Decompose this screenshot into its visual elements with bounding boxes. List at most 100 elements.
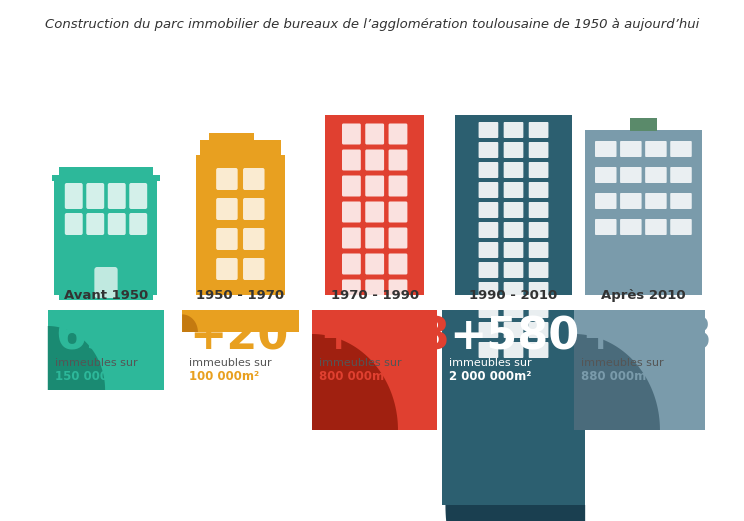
Text: immeubles sur: immeubles sur [449, 358, 532, 368]
FancyBboxPatch shape [108, 213, 126, 235]
FancyBboxPatch shape [645, 141, 667, 157]
FancyBboxPatch shape [129, 183, 147, 209]
FancyBboxPatch shape [243, 228, 265, 250]
FancyBboxPatch shape [478, 302, 498, 318]
Bar [182, 310, 298, 332]
FancyBboxPatch shape [504, 242, 523, 258]
FancyBboxPatch shape [645, 193, 667, 209]
FancyBboxPatch shape [504, 162, 523, 178]
FancyBboxPatch shape [595, 141, 617, 157]
FancyBboxPatch shape [365, 123, 384, 144]
FancyBboxPatch shape [65, 183, 83, 209]
Bar [455, 115, 571, 295]
FancyBboxPatch shape [388, 228, 408, 249]
Bar [442, 310, 586, 505]
FancyBboxPatch shape [243, 258, 265, 280]
FancyBboxPatch shape [529, 122, 548, 138]
FancyBboxPatch shape [504, 342, 523, 358]
Text: Avant 1950: Avant 1950 [64, 289, 148, 302]
Bar [312, 310, 437, 430]
FancyBboxPatch shape [504, 322, 523, 338]
FancyBboxPatch shape [243, 198, 265, 220]
FancyBboxPatch shape [365, 279, 384, 301]
FancyBboxPatch shape [365, 202, 384, 222]
FancyBboxPatch shape [670, 193, 692, 209]
FancyBboxPatch shape [529, 162, 548, 178]
FancyBboxPatch shape [478, 262, 498, 278]
FancyBboxPatch shape [595, 219, 617, 235]
FancyBboxPatch shape [217, 258, 237, 280]
FancyBboxPatch shape [478, 142, 498, 158]
FancyBboxPatch shape [478, 242, 498, 258]
FancyBboxPatch shape [620, 193, 641, 209]
Polygon shape [312, 334, 398, 430]
Polygon shape [574, 334, 660, 430]
Bar [54, 175, 158, 295]
Bar [630, 118, 657, 131]
FancyBboxPatch shape [478, 322, 498, 338]
Text: 880 000m²: 880 000m² [581, 370, 652, 383]
FancyBboxPatch shape [217, 228, 237, 250]
FancyBboxPatch shape [65, 213, 83, 235]
FancyBboxPatch shape [217, 168, 237, 190]
FancyBboxPatch shape [478, 282, 498, 298]
FancyBboxPatch shape [388, 123, 408, 144]
Bar [52, 175, 160, 181]
FancyBboxPatch shape [670, 219, 692, 235]
FancyBboxPatch shape [504, 142, 523, 158]
Text: 800 000m²: 800 000m² [319, 370, 389, 383]
FancyBboxPatch shape [504, 122, 523, 138]
Bar [196, 155, 285, 295]
Text: +218: +218 [319, 315, 449, 358]
FancyBboxPatch shape [86, 213, 104, 235]
FancyBboxPatch shape [388, 176, 408, 196]
Bar [59, 167, 153, 177]
Text: immeubles sur: immeubles sur [581, 358, 664, 368]
FancyBboxPatch shape [342, 202, 361, 222]
FancyBboxPatch shape [478, 342, 498, 358]
Wedge shape [455, 115, 571, 180]
FancyBboxPatch shape [388, 150, 408, 170]
Bar [460, 275, 567, 295]
FancyBboxPatch shape [108, 183, 126, 209]
Text: Construction du parc immobilier de bureaux de l’agglomération toulousaine de 195: Construction du parc immobilier de burea… [45, 18, 699, 31]
FancyBboxPatch shape [342, 228, 361, 249]
FancyBboxPatch shape [342, 123, 361, 144]
FancyBboxPatch shape [529, 222, 548, 238]
FancyBboxPatch shape [365, 150, 384, 170]
FancyBboxPatch shape [504, 222, 523, 238]
Bar [200, 140, 280, 156]
FancyBboxPatch shape [478, 222, 498, 238]
Bar [586, 130, 702, 295]
FancyBboxPatch shape [86, 183, 104, 209]
Text: immeubles sur: immeubles sur [189, 358, 272, 368]
FancyBboxPatch shape [342, 150, 361, 170]
FancyBboxPatch shape [365, 254, 384, 275]
FancyBboxPatch shape [478, 162, 498, 178]
Polygon shape [182, 314, 198, 332]
FancyBboxPatch shape [365, 176, 384, 196]
FancyBboxPatch shape [478, 182, 498, 198]
Bar [209, 133, 254, 141]
Text: 150 000m²: 150 000m² [55, 370, 125, 383]
FancyBboxPatch shape [529, 262, 548, 278]
Text: Après 2010: Après 2010 [601, 289, 686, 302]
FancyBboxPatch shape [529, 202, 548, 218]
FancyBboxPatch shape [595, 193, 617, 209]
FancyBboxPatch shape [478, 122, 498, 138]
FancyBboxPatch shape [342, 279, 361, 301]
FancyBboxPatch shape [365, 228, 384, 249]
FancyBboxPatch shape [217, 198, 237, 220]
FancyBboxPatch shape [529, 142, 548, 158]
FancyBboxPatch shape [243, 168, 265, 190]
Text: +20: +20 [189, 315, 289, 358]
FancyBboxPatch shape [670, 167, 692, 183]
Text: immeubles sur: immeubles sur [55, 358, 138, 368]
Polygon shape [446, 505, 586, 521]
FancyBboxPatch shape [670, 141, 692, 157]
FancyBboxPatch shape [478, 202, 498, 218]
FancyBboxPatch shape [504, 302, 523, 318]
Text: 2 000 000m²: 2 000 000m² [449, 370, 531, 383]
FancyBboxPatch shape [529, 182, 548, 198]
Bar [48, 310, 164, 390]
